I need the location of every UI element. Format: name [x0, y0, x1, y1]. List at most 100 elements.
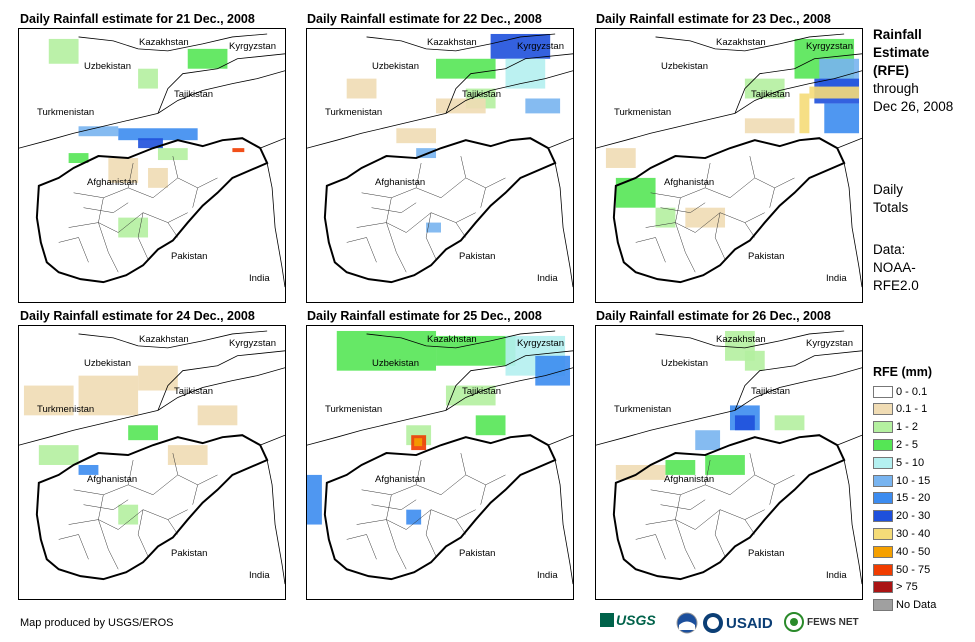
country-label-afghanistan: Afghanistan [375, 177, 426, 188]
country-label-kyrgyzstan: Kyrgyzstan [806, 338, 853, 349]
map-panel-21-dec: Kazakhstan Kyrgyzstan Uzbekistan Tajikistan… [18, 28, 286, 303]
legend-label: 10 - 15 [896, 474, 931, 487]
usaid-logo-text: USAID [726, 614, 773, 632]
legend-item: 1 - 2 [873, 419, 918, 436]
side-source1: NOAA- [873, 260, 916, 275]
country-label-tajikistan: Tajikistan [462, 386, 502, 397]
noaa-logo [676, 612, 698, 634]
side-through-date: Dec 26, 2008 [873, 99, 954, 114]
legend-item: 15 - 20 [873, 490, 930, 507]
legend-item: 40 - 50 [873, 543, 930, 560]
map-panel-23-dec: Kazakhstan Kyrgyzstan Uzbekistan Tajikistan… [595, 28, 863, 303]
country-label-pakistan: Pakistan [459, 548, 496, 559]
legend-swatch [873, 385, 893, 398]
country-label-india: India [249, 570, 270, 581]
usgs-logo: USGS [600, 612, 656, 628]
legend-label: 20 - 30 [896, 510, 931, 523]
side-through: through [873, 81, 919, 96]
legend-item: No Data [873, 597, 936, 614]
country-label-turkmenistan: Turkmenistan [614, 404, 672, 415]
country-label-pakistan: Pakistan [171, 548, 208, 559]
country-label-kyrgyzstan: Kyrgyzstan [229, 338, 276, 349]
legend-label: 30 - 40 [896, 527, 931, 540]
legend-item: 5 - 10 [873, 454, 924, 471]
side-title-line3: (RFE) [873, 63, 909, 78]
country-label-tajikistan: Tajikistan [751, 89, 791, 100]
legend-label: 0 - 0.1 [896, 385, 928, 398]
country-label-uzbekistan: Uzbekistan [372, 61, 419, 72]
country-label-tajikistan: Tajikistan [462, 89, 502, 100]
country-label-india: India [826, 273, 847, 284]
map-panel-25-dec: Kazakhstan Kyrgyzstan Uzbekistan Tajikistan… [306, 325, 574, 600]
country-label-uzbekistan: Uzbekistan [84, 61, 131, 72]
legend-swatch [873, 545, 893, 558]
legend-swatch [873, 421, 893, 434]
panel-title-2: Daily Rainfall estimate for 22 Dec., 200… [307, 12, 542, 26]
country-label-turkmenistan: Turkmenistan [37, 107, 95, 118]
country-label-kazakhstan: Kazakhstan [427, 334, 477, 345]
country-label-tajikistan: Tajikistan [174, 89, 214, 100]
country-label-turkmenistan: Turkmenistan [37, 404, 95, 415]
legend-item: 20 - 30 [873, 508, 930, 525]
country-label-uzbekistan: Uzbekistan [661, 358, 708, 369]
country-label-kyrgyzstan: Kyrgyzstan [806, 41, 853, 52]
side-title-line2: Estimate [873, 45, 930, 60]
country-label-afghanistan: Afghanistan [87, 474, 138, 485]
legend-label: 1 - 2 [896, 421, 919, 434]
legend-swatch [873, 492, 893, 505]
country-label-india: India [537, 570, 558, 581]
country-label-pakistan: Pakistan [748, 548, 785, 559]
country-label-kazakhstan: Kazakhstan [139, 37, 189, 48]
country-label-pakistan: Pakistan [171, 251, 208, 262]
legend-label: 40 - 50 [896, 545, 931, 558]
legend-swatch [873, 456, 893, 469]
country-label-kazakhstan: Kazakhstan [427, 37, 477, 48]
legend-label: > 75 [896, 581, 918, 594]
country-label-tajikistan: Tajikistan [174, 386, 214, 397]
country-label-afghanistan: Afghanistan [87, 177, 138, 188]
panel-title-5: Daily Rainfall estimate for 25 Dec., 200… [307, 309, 542, 323]
side-source2: RFE2.0 [873, 278, 919, 293]
side-title: Rainfall Estimate (RFE) through Dec 26, … [873, 26, 953, 116]
legend-item: 2 - 5 [873, 436, 918, 453]
legend-label: 0.1 - 1 [896, 403, 928, 416]
country-label-turkmenistan: Turkmenistan [325, 107, 383, 118]
country-label-tajikistan: Tajikistan [751, 386, 791, 397]
panel-title-4: Daily Rainfall estimate for 24 Dec., 200… [20, 309, 255, 323]
legend-item: 0 - 0.1 [873, 383, 927, 400]
legend-swatch [873, 599, 893, 612]
side-title-line1: Rainfall [873, 27, 922, 42]
side-data: Data: [873, 242, 906, 257]
country-label-india: India [826, 570, 847, 581]
panel-title-3: Daily Rainfall estimate for 23 Dec., 200… [596, 12, 831, 26]
legend-label: 50 - 75 [896, 563, 931, 576]
legend-label: 15 - 20 [896, 492, 931, 505]
legend-item: > 75 [873, 579, 918, 596]
legend-swatch [873, 474, 893, 487]
map-panel-24-dec: Kazakhstan Kyrgyzstan Uzbekistan Tajikistan… [18, 325, 286, 600]
country-label-pakistan: Pakistan [748, 251, 785, 262]
fews-net-logo: FEWS NET [784, 612, 859, 632]
legend-item: 10 - 15 [873, 472, 930, 489]
country-label-afghanistan: Afghanistan [664, 177, 715, 188]
country-label-kyrgyzstan: Kyrgyzstan [517, 41, 564, 52]
legend-swatch [873, 510, 893, 523]
country-label-uzbekistan: Uzbekistan [661, 61, 708, 72]
legend-label: No Data [896, 599, 937, 612]
country-label-uzbekistan: Uzbekistan [372, 358, 419, 369]
legend-item: 30 - 40 [873, 525, 930, 542]
footer-credit: Map produced by USGS/EROS [20, 617, 174, 629]
legend-item: 50 - 75 [873, 561, 930, 578]
side-daily-totals: Daily Totals [873, 181, 908, 217]
country-label-kyrgyzstan: Kyrgyzstan [229, 41, 276, 52]
country-label-turkmenistan: Turkmenistan [614, 107, 672, 118]
side-totals: Totals [873, 200, 909, 215]
country-label-kazakhstan: Kazakhstan [139, 334, 189, 345]
side-daily: Daily [873, 182, 904, 197]
legend-swatch [873, 438, 893, 451]
panel-title-1: Daily Rainfall estimate for 21 Dec., 200… [20, 12, 255, 26]
country-label-afghanistan: Afghanistan [664, 474, 715, 485]
country-label-uzbekistan: Uzbekistan [84, 358, 131, 369]
usaid-logo: USAID [702, 612, 773, 634]
country-label-india: India [537, 273, 558, 284]
